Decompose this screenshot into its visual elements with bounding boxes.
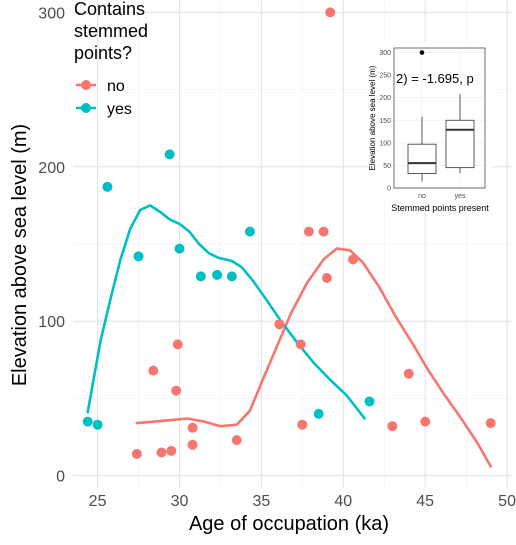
legend-key-point-yes [81,103,91,113]
x-tick-label: 25 [89,493,107,510]
y-tick-label: 200 [38,160,65,177]
x-axis-title: Age of occupation (ka) [189,513,389,535]
point-no [325,7,336,18]
x-tick-label: 45 [416,493,434,510]
legend-label-no: no [107,78,125,95]
legend: Contains stemmed points? no yes [74,0,148,118]
x-tick-label: 40 [334,493,352,510]
point-no [231,435,242,446]
inset-y-tick-label: 150 [379,118,391,125]
point-no [156,447,167,458]
x-tick-label: 35 [252,493,270,510]
inset-boxplot: 0 50 100 150 200 250 300 no yes 2) = -1.695, p S… [368,42,492,213]
y-tick-label: 100 [38,314,65,331]
inset-x-axis-title: Stemmed points present [391,203,489,213]
point-no [303,226,314,237]
inset-annotation: 2) = -1.695, p [396,71,474,86]
legend-title-line: Contains [74,0,145,19]
inset-box-no [407,143,437,174]
point-no [420,416,431,427]
data-points [82,7,496,459]
point-yes [226,271,237,282]
point-no [485,418,496,429]
point-no [187,422,198,433]
point-no [172,339,183,350]
smooth-line-yes [86,204,366,420]
inset-x-tick-label: no [418,193,426,200]
point-no [321,273,332,283]
x-tick-label: 30 [171,493,189,510]
smooth-curves [86,204,492,468]
legend-title-line: points? [74,43,132,63]
point-no [166,445,177,456]
inset-ticks: 0 50 100 150 200 250 300 no yes [379,50,466,200]
inset-x-tick-label: yes [455,193,466,200]
inset-y-tick-label: 50 [383,163,391,170]
point-no [274,319,285,330]
point-yes [82,416,93,427]
inset-y-tick-label: 250 [379,73,391,80]
grid-lines [73,0,512,488]
point-no [348,254,359,265]
legend-key-point-no [81,80,91,90]
point-no [318,226,329,237]
legend-entries: no yes [76,78,132,118]
point-no [148,365,159,376]
y-tick-label: 0 [56,469,65,486]
point-yes [313,408,324,419]
point-yes [92,419,103,430]
legend-label-yes: yes [107,101,132,118]
y-axis-title: Elevation above sea level (m) [9,124,31,386]
point-no [295,339,306,350]
point-no [187,439,198,450]
point-yes [164,149,175,160]
legend-title-line: stemmed [74,21,148,41]
smooth-line-no [135,247,492,468]
point-yes [364,396,375,407]
point-yes [174,243,185,254]
inset-y-tick-label: 100 [379,140,391,147]
point-no [297,419,308,430]
y-tick-label: 300 [38,5,65,22]
inset-y-axis-title: Elevation above sea level (m) [368,65,377,170]
inset-y-tick-label: 200 [379,95,391,102]
tick-labels: 25 30 35 40 45 50 0 100 200 300 [38,5,516,510]
inset-y-tick-label: 300 [379,50,391,57]
point-yes [133,251,144,262]
point-yes [102,181,113,192]
inset-outlier-no [419,50,425,55]
inset-panel-border [393,47,486,189]
point-no [387,421,398,432]
inset-box-yes [445,119,475,169]
x-tick-label: 50 [498,493,516,510]
point-no [131,449,142,459]
point-yes [195,271,206,282]
legend-title: Contains stemmed points? [74,0,148,63]
inset-y-tick-label: 0 [387,186,391,193]
point-no [171,385,182,396]
point-yes [244,226,255,237]
point-yes [212,269,223,280]
inset-boxes [407,50,475,182]
point-no [403,368,414,379]
